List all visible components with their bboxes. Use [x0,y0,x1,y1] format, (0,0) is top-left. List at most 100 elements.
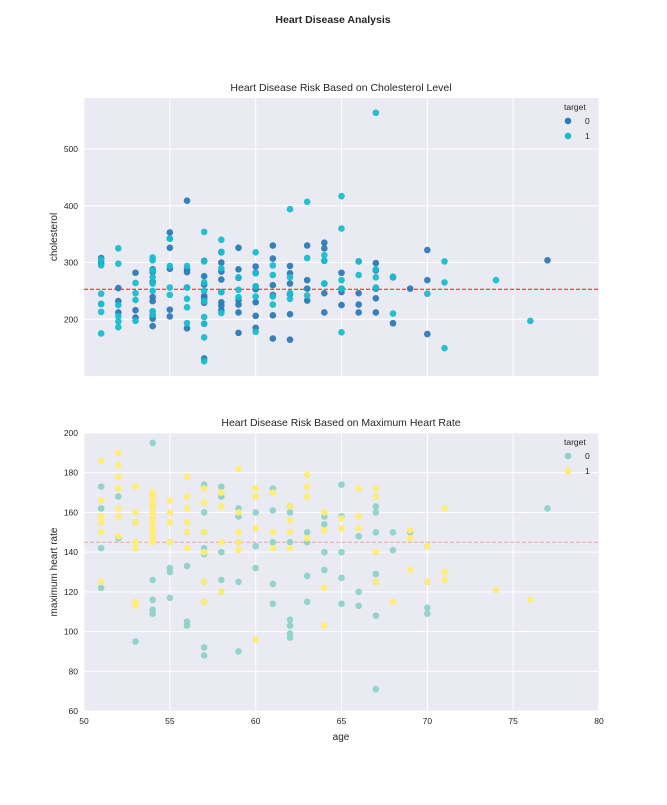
data-point-target-1 [200,485,208,492]
data-point-target-1 [286,544,294,552]
data-point-target-0 [97,584,105,592]
data-point-target-0 [303,285,311,292]
data-point-target-1 [303,483,311,490]
data-point-target-0 [286,509,294,516]
y-tick-label: 200 [64,428,78,438]
data-point-target-1 [338,329,345,336]
data-point-target-1 [115,449,122,457]
cholesterol-points [97,109,551,365]
data-point-target-1 [200,598,208,606]
data-point-target-1 [252,249,259,256]
data-point-target-0 [269,580,277,588]
legend-title: target [564,102,586,112]
data-point-target-1 [183,493,191,500]
data-point-target-1 [200,297,208,305]
data-point-target-1 [115,301,122,309]
data-point-target-0 [269,311,277,319]
data-point-target-0 [235,244,242,252]
data-point-target-0 [389,319,397,327]
data-point-target-0 [269,600,277,608]
data-point-target-0 [286,262,294,270]
data-point-target-0 [166,594,174,602]
data-point-target-1 [200,334,208,341]
data-point-target-1 [303,534,311,542]
data-point-target-1 [115,318,122,325]
data-point-target-0 [424,610,431,617]
data-point-target-0 [218,548,225,556]
data-point-target-1 [269,293,277,300]
data-point-target-0 [355,289,362,297]
data-point-target-1 [97,578,105,586]
data-point-target-1 [200,313,208,321]
data-point-target-0 [338,301,345,309]
data-point-target-1 [149,256,156,264]
data-point-target-1 [235,286,242,294]
data-point-target-1 [372,493,380,500]
data-point-target-1 [149,273,156,281]
data-point-target-0 [303,242,311,249]
data-point-target-1 [149,538,156,546]
data-point-target-1 [492,276,500,284]
data-point-target-0 [252,509,259,516]
data-point-target-0 [372,294,380,302]
data-point-target-0 [252,312,259,320]
data-point-target-0 [286,280,294,287]
data-point-target-0 [355,309,362,316]
data-point-target-1 [149,267,156,274]
data-point-target-1 [286,289,294,297]
legend-label-1: 1 [585,466,590,476]
cholesterol-ylabel: cholesterol [49,213,60,261]
data-point-target-1 [132,279,139,287]
data-point-target-1 [321,280,328,287]
data-point-target-1 [218,309,225,317]
data-point-target-1 [200,578,208,586]
cholesterol-chart-title: Heart Disease Risk Based on Cholesterol … [230,82,451,94]
data-point-target-0 [355,301,362,308]
legend-label-0: 0 [585,116,590,126]
data-point-target-1 [372,578,380,586]
data-point-target-1 [424,290,431,298]
data-point-target-1 [269,262,277,269]
data-point-target-0 [235,266,242,273]
data-point-target-0 [544,505,551,512]
data-point-target-0 [235,329,242,337]
data-point-target-1 [441,279,448,286]
data-point-target-1 [115,260,122,267]
data-point-target-1 [441,576,448,584]
data-point-target-1 [252,493,259,500]
data-point-target-1 [286,273,294,281]
data-point-target-1 [97,308,105,316]
data-point-target-0 [303,297,311,304]
data-point-target-1 [321,251,328,259]
data-point-target-1 [321,584,328,592]
data-point-target-0 [269,242,277,249]
data-point-target-0 [544,256,551,264]
data-point-target-1 [235,465,242,473]
data-point-target-1 [97,497,105,504]
data-point-target-0 [183,268,191,276]
data-point-target-0 [218,298,225,306]
data-point-target-1 [303,292,311,299]
y-tick-label: 300 [64,258,78,268]
data-point-target-1 [166,538,174,546]
data-point-target-0 [183,622,191,629]
data-point-target-1 [252,283,259,290]
data-point-target-1 [355,525,362,532]
data-point-target-1 [372,485,380,492]
data-point-target-1 [115,485,122,492]
data-point-target-0 [200,644,208,651]
data-point-target-0 [338,269,345,277]
data-point-target-1 [200,287,208,295]
data-point-target-1 [132,544,139,552]
data-point-target-0 [166,313,174,320]
data-point-target-0 [372,685,380,693]
data-point-target-0 [149,439,156,447]
data-point-target-1 [235,538,242,546]
data-point-target-0 [149,576,156,584]
data-point-target-1 [200,228,208,236]
data-point-target-0 [183,562,191,570]
data-point-target-1 [200,357,208,365]
data-point-target-1 [115,505,122,512]
data-point-target-1 [355,485,362,492]
